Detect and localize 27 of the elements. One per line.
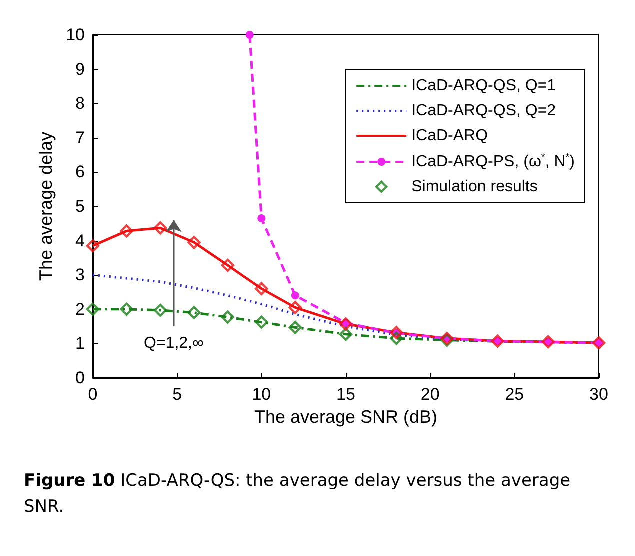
legend-label: ICaD-ARQ-QS, Q=1 [412,78,556,94]
y-tick-label: 0 [76,368,85,388]
legend-label: ICaD-ARQ-PS, (ω*, N*) [412,152,575,170]
text: Figure 10 ICaD-ARQ-QS: the average delay versus the average SNR. [24,471,571,517]
legend-label: ICaD-ARQ-QS, Q=2 [412,102,556,120]
y-tick-label: 7 [76,128,85,148]
x-tick-label: 20 [420,385,440,404]
x-tick-label: 15 [336,385,356,404]
y-tick-label: 3 [76,266,85,285]
y-tick-label: 5 [76,197,85,216]
x-tick-label: 5 [172,385,182,404]
y-tick-label: 1 [76,334,85,354]
y-tick-label: 9 [76,60,85,79]
x-tick-label: 10 [252,385,272,404]
x-axis-title: The average SNR (dB) [254,407,438,427]
legend-label: Simulation results [412,178,538,196]
y-tick-label: 6 [76,162,85,182]
legend-label: ICaD-ARQ [412,128,488,144]
y-axis-title: The average delay [36,132,56,282]
y-tick-label: 4 [76,231,85,250]
x-tick-label: 25 [505,385,524,404]
y-tick-label: 8 [76,94,85,114]
y-tick-label: 2 [76,300,85,319]
x-tick-label: 30 [590,385,608,404]
annotation: Q=1,2,∞ [144,335,204,352]
x-tick-label: 0 [88,385,98,404]
y-tick-label: 10 [66,26,85,44]
